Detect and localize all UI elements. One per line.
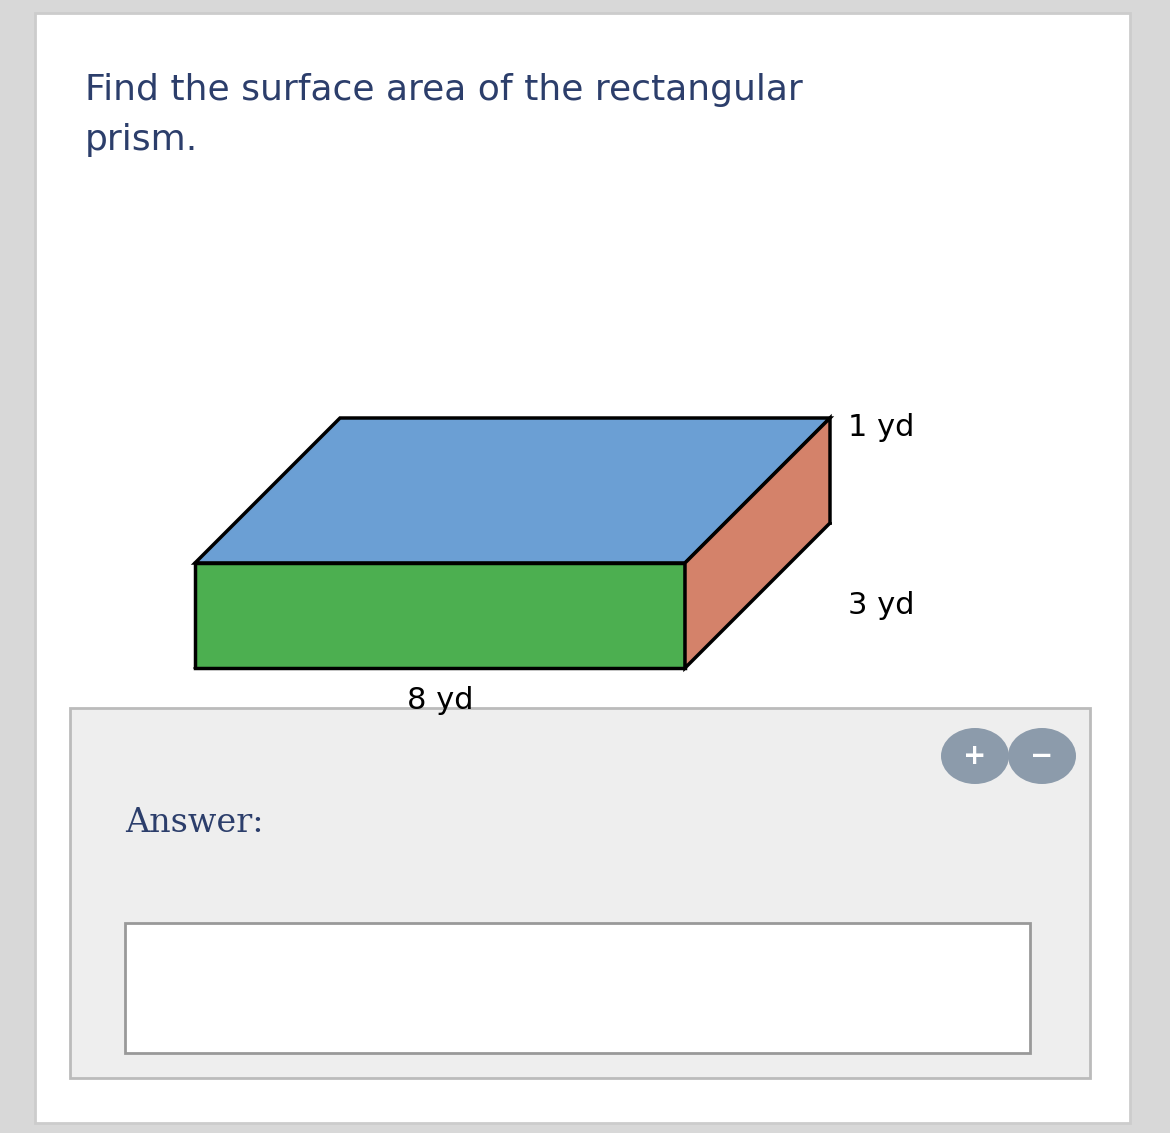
Text: 1 yd: 1 yd [848,414,915,442]
FancyBboxPatch shape [70,708,1090,1077]
Polygon shape [195,418,830,563]
Polygon shape [684,418,830,668]
Text: prism.: prism. [85,123,198,157]
Text: Answer:: Answer: [125,807,263,840]
Text: Find the surface area of the rectangular: Find the surface area of the rectangular [85,73,803,107]
Text: 3 yd: 3 yd [848,591,915,620]
Text: −: − [1031,742,1054,770]
Ellipse shape [1009,729,1076,784]
Ellipse shape [941,729,1009,784]
Text: 8 yd: 8 yd [407,685,473,715]
Text: +: + [963,742,986,770]
FancyBboxPatch shape [125,923,1030,1053]
Polygon shape [195,563,684,668]
FancyBboxPatch shape [35,12,1130,1123]
